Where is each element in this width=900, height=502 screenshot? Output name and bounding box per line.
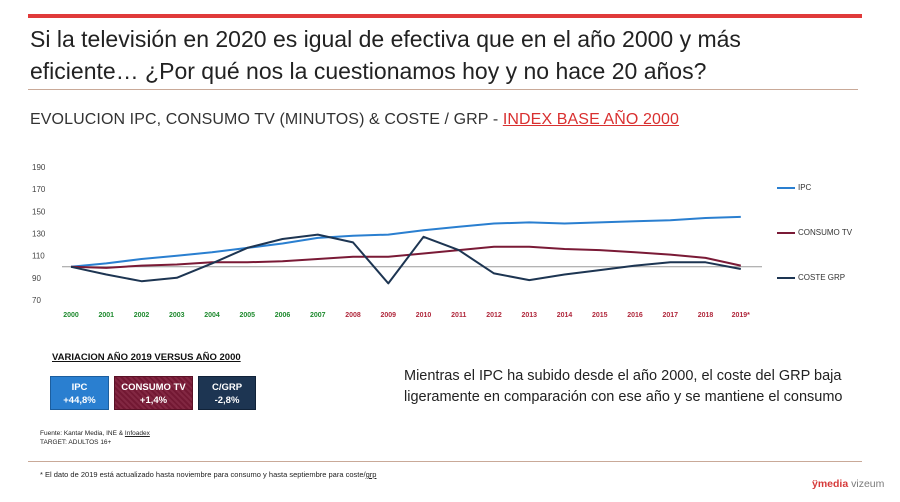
page-title-line-2: eficiente… ¿Por qué nos la cuestionamos … <box>30 58 707 84</box>
page-title-line-1: Si la televisión en 2020 es igual de efe… <box>30 26 741 52</box>
variation-title: VARIACION AÑO 2019 VERSUS AÑO 2000 <box>52 352 241 363</box>
x-tick-label: 2008 <box>345 312 361 319</box>
x-tick-label: 2004 <box>204 312 220 319</box>
legend-label-consumo-tv: CONSUMO TV <box>798 228 853 237</box>
legend-item-consumo-tv: CONSUMO TV <box>777 228 852 237</box>
series-line-ipc <box>70 215 741 268</box>
source-target: TARGET: ADULTOS 16+ <box>40 439 112 446</box>
comment-text: Mientras el IPC ha subido desde el año 2… <box>404 368 843 405</box>
x-tick-label: 2005 <box>239 312 255 319</box>
variation-ipc-value: +44,8% <box>63 395 96 406</box>
x-tick-label: 2019* <box>732 312 751 319</box>
chart-subtitle: EVOLUCION IPC, CONSUMO TV (MINUTOS) & CO… <box>30 111 679 129</box>
brand-logo: ÿmedia vizeum <box>812 478 884 490</box>
x-tick-label: 2017 <box>662 312 678 319</box>
series-line-consumo-tv <box>70 245 742 269</box>
source-link: Infoadex <box>124 430 150 437</box>
legend-label-ipc: IPC <box>798 183 812 192</box>
y-tick-label: 150 <box>32 207 46 216</box>
footnote-text: * El dato de 2019 está actualizado hasta… <box>40 470 366 479</box>
series-line-coste-grp <box>70 233 741 285</box>
legend-label-coste-grp: COSTE GRP <box>798 273 846 282</box>
x-tick-label: 2007 <box>310 312 326 319</box>
y-tick-label: 70 <box>32 296 41 305</box>
variation-tv-value: +1,4% <box>139 395 168 406</box>
x-tick-label: 2013 <box>521 312 537 319</box>
line-chart: 70 90 110 130 150 170 190 2000 2001 2002 2003 2004 2… <box>32 163 762 319</box>
legend-swatch-coste-grp <box>777 276 795 279</box>
variation-grp-label: C/GRP <box>211 382 243 393</box>
x-tick-label: 2016 <box>627 312 643 319</box>
legend-swatch-ipc <box>777 186 795 189</box>
brand-logo-part2: vizeum <box>848 478 885 490</box>
x-tick-label: 2018 <box>698 312 714 319</box>
x-tick-label: 2011 <box>451 312 466 319</box>
legend-swatch-consumo-tv <box>777 231 795 234</box>
variation-ipc-label: IPC <box>71 382 88 393</box>
x-tick-label: 2001 <box>98 312 114 319</box>
footer-divider <box>28 461 862 462</box>
x-tick-label: 2012 <box>486 312 502 319</box>
y-tick-label: 90 <box>32 274 41 283</box>
y-tick-label: 110 <box>32 252 45 261</box>
top-accent-bar <box>28 14 862 18</box>
x-tick-label: 2000 <box>63 312 79 319</box>
variation-tv-label: CONSUMO TV <box>121 382 186 393</box>
y-tick-label: 130 <box>32 230 46 239</box>
x-tick-label: 2014 <box>557 312 573 319</box>
x-tick-label: 2009 <box>380 312 396 319</box>
y-tick-label: 190 <box>32 163 46 172</box>
source-prefix: Fuente: Kantar Media, INE & <box>40 430 125 437</box>
source-note: Fuente: Kantar Media, INE & Infoadex TAR… <box>40 429 150 447</box>
brand-logo-part1: ÿmedia <box>812 478 849 490</box>
footnote-link: grp <box>365 470 377 479</box>
x-tick-label: 2015 <box>592 312 608 319</box>
legend-item-coste-grp: COSTE GRP <box>777 273 845 282</box>
x-tick-label: 2002 <box>134 312 150 319</box>
variation-box-ipc: IPC +44,8% <box>50 376 109 410</box>
chart-subtitle-main: EVOLUCION IPC, CONSUMO TV (MINUTOS) & CO… <box>30 111 503 128</box>
y-tick-label: 170 <box>32 185 46 194</box>
variation-grp-value: -2,8% <box>214 395 240 406</box>
chart-subtitle-highlight: INDEX BASE AÑO 2000 <box>502 111 680 128</box>
legend-item-ipc: IPC <box>777 183 811 192</box>
variation-box-consumo-tv: CONSUMO TV +1,4% <box>114 376 193 410</box>
title-divider <box>28 89 858 90</box>
page-title: Si la televisión en 2020 es igual de efe… <box>30 23 850 87</box>
variation-box-cgrp: C/GRP -2,8% <box>198 376 256 410</box>
footnote: * El dato de 2019 está actualizado hasta… <box>40 470 376 479</box>
x-tick-label: 2006 <box>275 312 291 319</box>
x-tick-label: 2010 <box>416 312 432 319</box>
x-tick-label: 2003 <box>169 312 185 319</box>
